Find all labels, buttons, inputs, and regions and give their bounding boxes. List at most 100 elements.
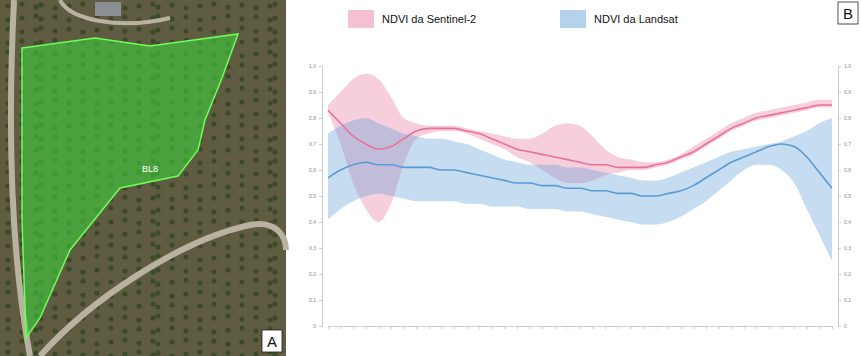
tree	[155, 304, 160, 309]
tick	[807, 326, 808, 329]
tree	[33, 4, 38, 9]
tree	[239, 113, 244, 118]
tick-mark	[378, 326, 379, 329]
tree	[80, 292, 85, 297]
tick	[580, 326, 581, 329]
tick	[744, 326, 745, 329]
tick-mark	[441, 326, 442, 329]
tree	[108, 325, 113, 330]
tree	[38, 16, 43, 21]
tree	[108, 302, 113, 307]
y-axis: 00.10.20.30.40.50.60.70.80.91.0	[309, 63, 322, 329]
tree	[239, 316, 244, 321]
tick-label: 0.6	[309, 167, 316, 173]
tree	[211, 135, 216, 140]
tick	[517, 326, 518, 329]
tree	[5, 349, 10, 354]
tree	[197, 289, 202, 294]
tree	[122, 217, 127, 222]
tree	[239, 99, 244, 104]
tree	[108, 353, 113, 356]
tick-mark	[504, 326, 505, 329]
plot-area	[328, 74, 832, 261]
tree	[253, 111, 258, 116]
y-axis: 00.10.20.30.40.50.60.70.80.91.0	[838, 63, 851, 329]
tick	[404, 326, 405, 329]
tree	[197, 220, 202, 225]
tick-mark	[838, 222, 841, 223]
tree	[239, 136, 244, 141]
tree	[197, 340, 202, 345]
tick	[593, 326, 594, 329]
tick-label: 1.0	[309, 63, 316, 69]
tree	[19, 38, 24, 43]
tree	[225, 313, 230, 318]
tree	[5, 17, 10, 22]
tick	[429, 326, 430, 329]
tree	[211, 1, 216, 6]
tick-mark	[454, 326, 455, 329]
tick	[366, 326, 367, 329]
tree	[225, 327, 230, 332]
tick-mark	[366, 326, 367, 329]
tick-mark	[328, 326, 329, 329]
tree	[225, 147, 230, 152]
tree	[94, 327, 99, 332]
tree	[122, 328, 127, 333]
tick	[391, 326, 392, 329]
tree	[197, 266, 202, 271]
tree	[5, 220, 10, 225]
tick-label: 0	[313, 323, 316, 329]
tick-mark	[719, 326, 720, 329]
tick	[504, 326, 505, 329]
tree	[169, 242, 174, 247]
tree	[239, 122, 244, 127]
legend-label: NDVI da Landsat	[594, 13, 678, 25]
tick-mark	[555, 326, 556, 329]
tree	[253, 231, 258, 236]
tree	[267, 169, 272, 174]
tree	[253, 157, 258, 162]
tree	[211, 329, 216, 334]
tree	[272, 75, 277, 80]
tree	[253, 305, 258, 310]
tree	[197, 169, 202, 174]
tree	[253, 254, 258, 259]
tree	[52, 291, 57, 296]
tree	[267, 109, 272, 114]
tree	[183, 171, 188, 176]
road	[40, 224, 286, 356]
tree	[80, 352, 85, 356]
tree	[239, 53, 244, 58]
tree	[239, 16, 244, 21]
tick-mark	[794, 326, 795, 329]
tree	[169, 2, 174, 7]
tree	[108, 25, 113, 30]
tree	[239, 182, 244, 187]
tick-mark	[580, 326, 581, 329]
tree	[150, 232, 155, 237]
tree	[272, 269, 277, 274]
tick: 0	[838, 323, 847, 329]
tree	[267, 100, 272, 105]
tree	[225, 290, 230, 295]
tree	[197, 160, 202, 165]
tick: 0.4	[838, 219, 851, 225]
tree	[225, 101, 230, 106]
tree	[136, 303, 141, 308]
tree	[108, 219, 113, 224]
tree	[155, 313, 160, 318]
tree	[122, 194, 127, 199]
tick-mark	[319, 326, 322, 327]
tree	[197, 280, 202, 285]
tick	[441, 326, 442, 329]
tree	[267, 289, 272, 294]
tree	[272, 218, 277, 223]
tree	[267, 49, 272, 54]
tree	[272, 181, 277, 186]
tick: 0.4	[309, 219, 322, 225]
tree	[122, 245, 127, 250]
tree	[150, 278, 155, 283]
tick-mark	[319, 144, 322, 145]
tree	[5, 266, 10, 271]
